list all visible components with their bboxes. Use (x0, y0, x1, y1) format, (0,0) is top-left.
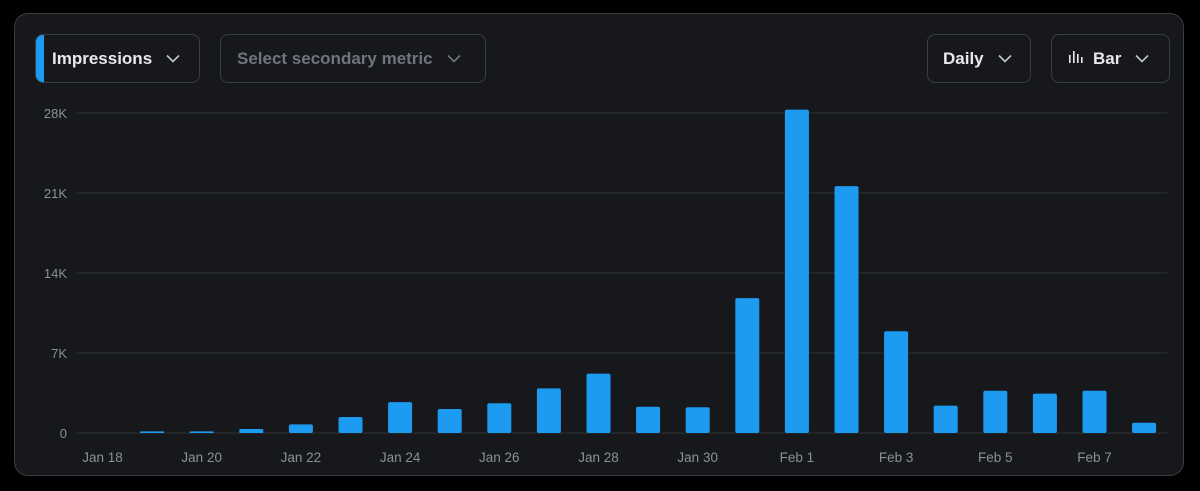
x-tick-label: Jan 30 (677, 450, 718, 465)
bar[interactable] (636, 406, 661, 433)
x-tick-label: Jan 28 (578, 450, 619, 465)
x-tick-label: Jan 24 (380, 450, 421, 465)
bar[interactable] (1032, 393, 1057, 433)
y-tick-label: 21K (44, 186, 67, 201)
chevron-down-icon (447, 54, 461, 63)
y-tick-label: 28K (44, 106, 67, 121)
y-tick-label: 7K (51, 346, 67, 361)
bar[interactable] (884, 331, 909, 433)
bar[interactable] (288, 424, 313, 433)
chart-type-label: Bar (1093, 48, 1122, 68)
bar[interactable] (338, 417, 363, 433)
bar[interactable] (140, 431, 165, 433)
bar[interactable] (189, 431, 214, 433)
chevron-down-icon (998, 54, 1012, 63)
chevron-down-icon (166, 54, 180, 63)
period-label: Daily (943, 48, 984, 68)
chevron-down-icon (1135, 54, 1149, 63)
x-tick-label: Feb 3 (879, 450, 914, 465)
bar[interactable] (536, 388, 561, 433)
x-tick-label: Jan 22 (281, 450, 322, 465)
bar[interactable] (834, 186, 859, 433)
bar-chart-icon (1068, 49, 1083, 69)
bar[interactable] (239, 429, 264, 433)
bar[interactable] (1132, 422, 1157, 433)
secondary-metric-placeholder: Select secondary metric (237, 48, 433, 68)
y-tick-label: 0 (60, 426, 67, 441)
bar[interactable] (685, 407, 710, 433)
y-tick-label: 14K (44, 266, 67, 281)
period-dropdown[interactable]: Daily (927, 34, 1031, 83)
bar[interactable] (586, 373, 611, 433)
bar[interactable] (983, 390, 1008, 433)
x-tick-label: Jan 26 (479, 450, 520, 465)
bar[interactable] (933, 405, 958, 433)
bar[interactable] (388, 402, 413, 433)
x-tick-label: Feb 5 (978, 450, 1013, 465)
chart-type-dropdown[interactable]: Bar (1051, 34, 1170, 83)
bar[interactable] (487, 403, 512, 433)
bar[interactable] (437, 409, 462, 433)
primary-metric-accent (36, 35, 44, 82)
bar[interactable] (1082, 390, 1107, 433)
bar[interactable] (784, 109, 809, 434)
primary-metric-label: Impressions (52, 48, 153, 68)
x-tick-label: Jan 18 (82, 450, 123, 465)
x-tick-label: Jan 20 (181, 450, 222, 465)
x-tick-label: Feb 1 (780, 450, 815, 465)
secondary-metric-dropdown[interactable]: Select secondary metric (220, 34, 486, 83)
x-tick-label: Feb 7 (1077, 450, 1112, 465)
bar[interactable] (735, 298, 760, 433)
primary-metric-dropdown[interactable]: Impressions (35, 34, 200, 83)
